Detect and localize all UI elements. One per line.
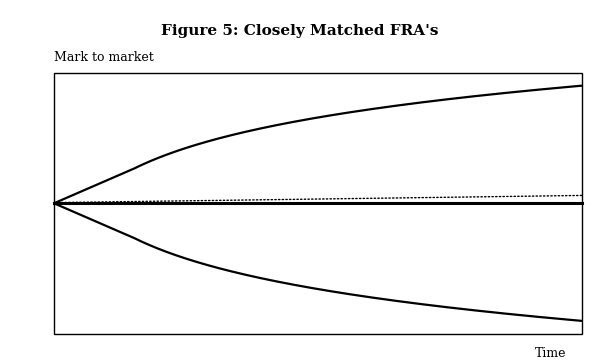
Text: Mark to market: Mark to market (54, 50, 154, 64)
Text: Time: Time (535, 347, 566, 360)
Text: Figure 5: Closely Matched FRA's: Figure 5: Closely Matched FRA's (161, 24, 439, 38)
